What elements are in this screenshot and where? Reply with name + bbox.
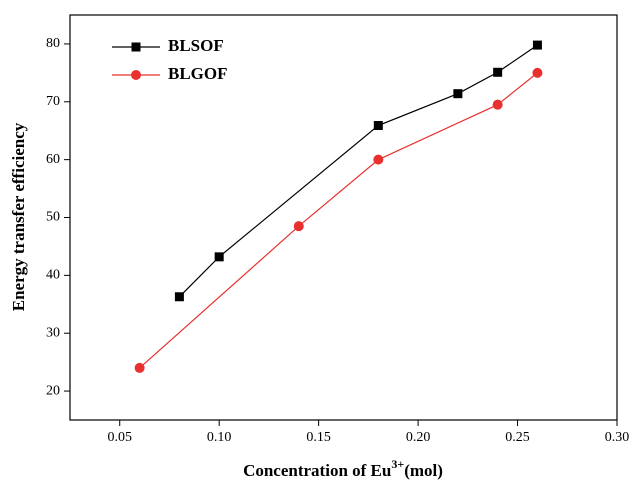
marker [373, 154, 384, 165]
legend-label: BLSOF [168, 36, 224, 55]
marker [214, 252, 224, 262]
marker [134, 362, 145, 373]
legend-label: BLGOF [168, 64, 228, 83]
y-tick-label: 40 [46, 268, 60, 283]
x-tick-label: 0.10 [207, 430, 232, 445]
marker [493, 67, 503, 77]
line [178, 44, 538, 298]
line [139, 72, 538, 369]
x-tick-label: 0.30 [605, 430, 630, 445]
y-tick-label: 80 [46, 36, 60, 51]
marker [174, 292, 184, 302]
x-axis-title-sup: 3+ [391, 457, 404, 471]
x-tick-label: 0.05 [107, 430, 132, 445]
marker [453, 89, 463, 99]
legend-marker [131, 42, 141, 52]
x-axis-title-unit: (mol) [404, 461, 443, 480]
y-axis-title: Energy transfer efficiency [9, 122, 28, 311]
y-tick-label: 60 [46, 152, 60, 167]
y-tick-label: 50 [46, 210, 60, 225]
y-tick-label: 20 [46, 383, 60, 398]
marker [492, 99, 503, 110]
marker [532, 67, 543, 78]
legend-marker [131, 70, 141, 80]
marker [293, 221, 304, 232]
y-tick-label: 30 [46, 325, 60, 340]
x-tick-label: 0.25 [505, 430, 530, 445]
x-axis-title: Concentration of Eu3+(mol) [243, 457, 443, 480]
marker [373, 121, 383, 131]
y-tick-label: 70 [46, 94, 60, 109]
x-tick-label: 0.20 [406, 430, 431, 445]
x-axis-title-text: Concentration of Eu [243, 461, 391, 480]
marker [532, 40, 542, 50]
x-tick-label: 0.15 [306, 430, 331, 445]
